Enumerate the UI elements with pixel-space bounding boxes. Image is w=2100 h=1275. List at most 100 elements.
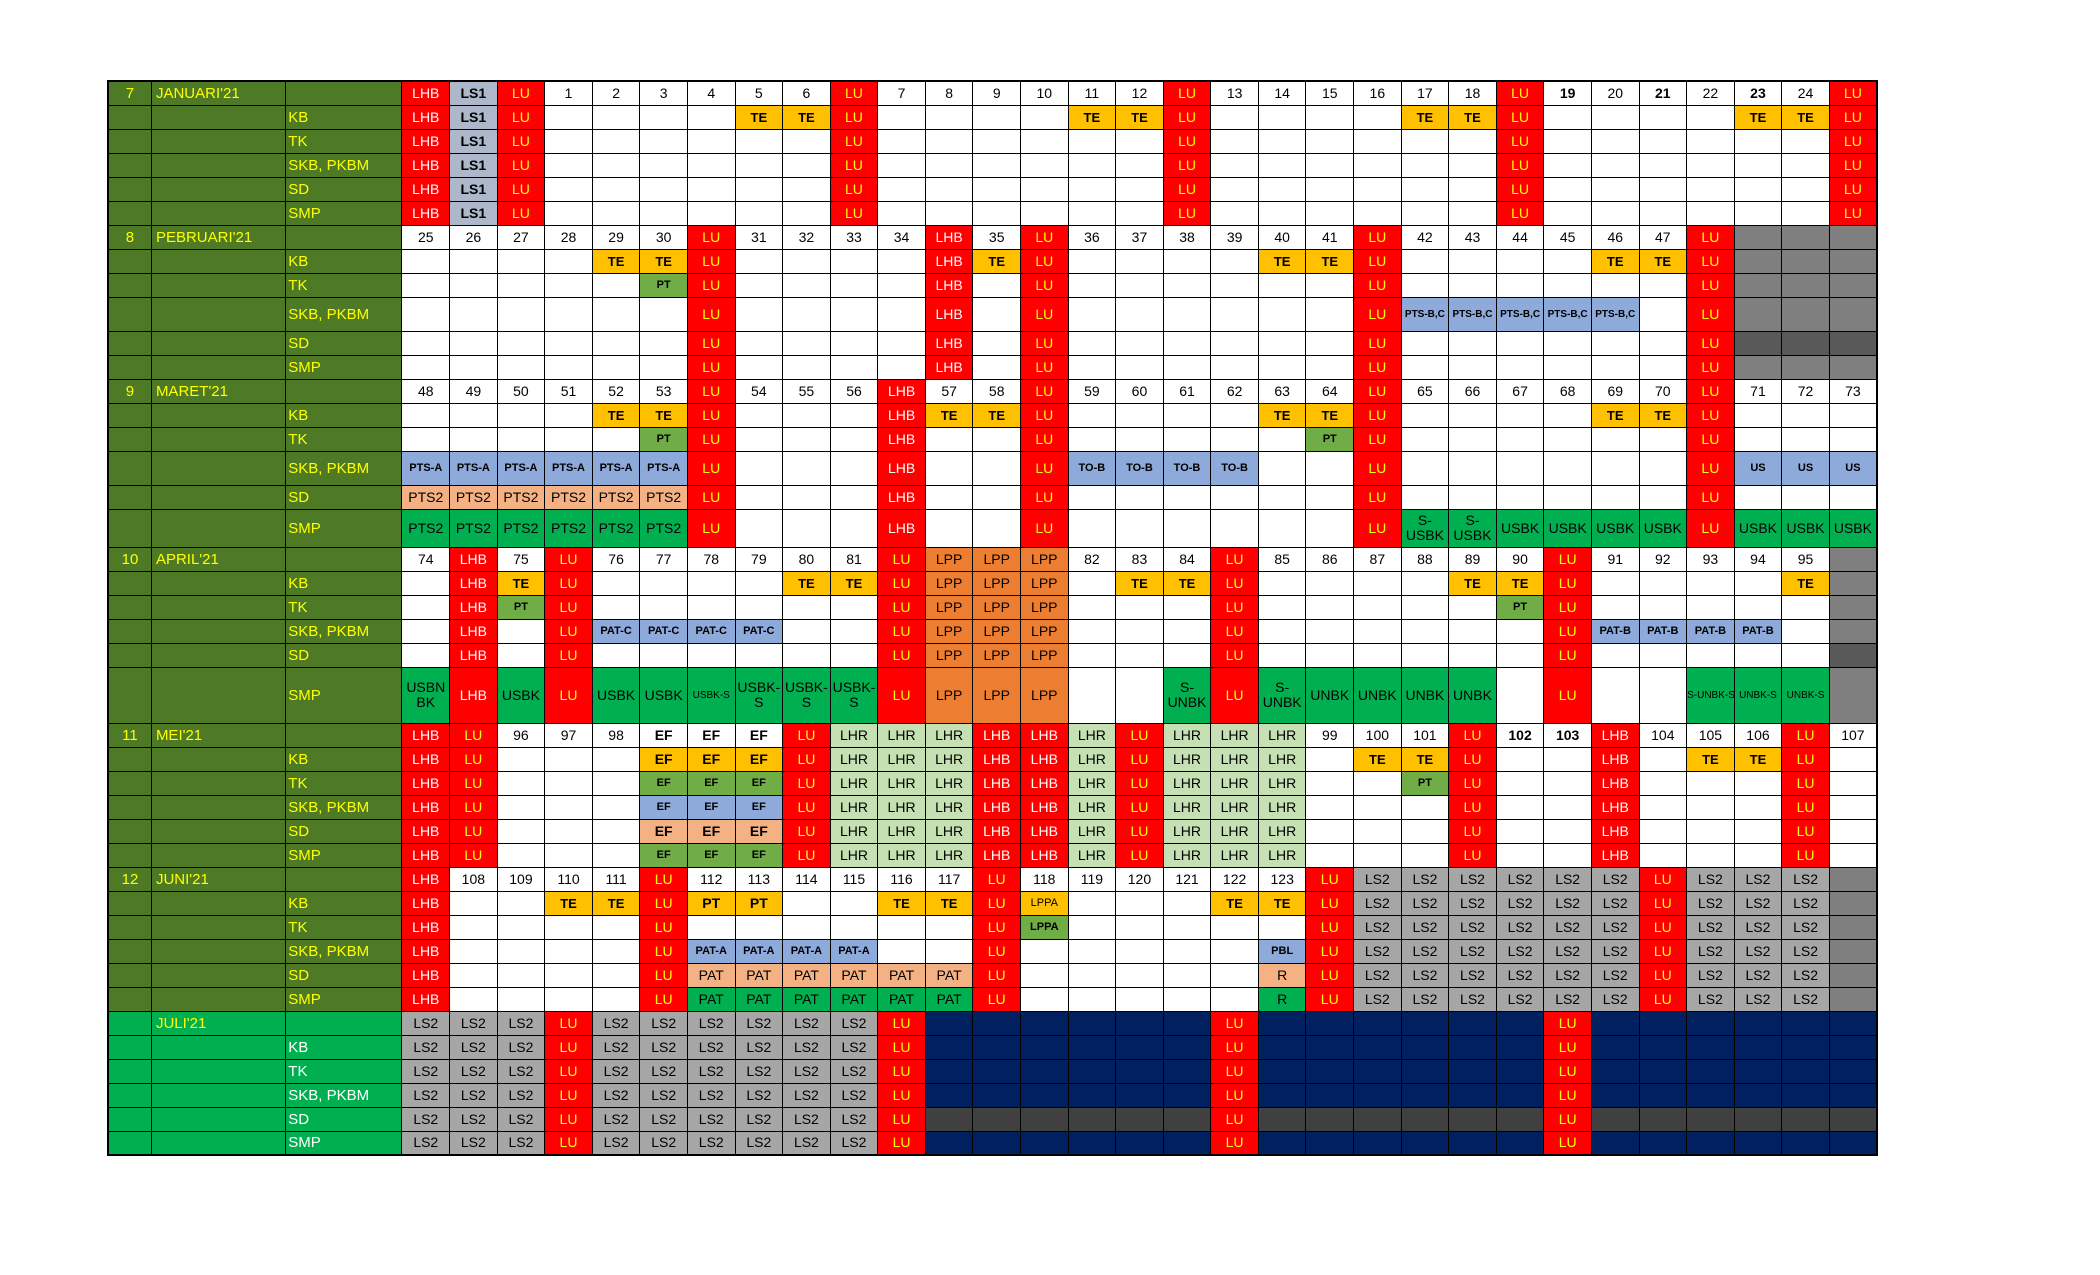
schedule-cell: LS2: [639, 1034, 688, 1060]
schedule-cell: LHB: [401, 962, 451, 988]
month-number: [107, 842, 152, 868]
schedule-cell: [1495, 770, 1545, 796]
schedule-cell: LHR: [1162, 842, 1212, 868]
day-cell: 31: [734, 224, 784, 250]
schedule-cell: [1543, 402, 1592, 428]
day-cell: 14: [1257, 80, 1307, 106]
schedule-cell: [1257, 296, 1307, 332]
day-cell: 84: [1162, 546, 1212, 572]
schedule-cell: [782, 354, 831, 380]
schedule-cell: [1115, 1034, 1164, 1060]
schedule-cell: [496, 354, 546, 380]
schedule-cell: [1828, 354, 1878, 380]
day-cell: [924, 1010, 974, 1036]
schedule-cell: [1353, 570, 1402, 596]
schedule-cell: [1495, 450, 1545, 486]
schedule-cell: [544, 104, 593, 130]
schedule-cell: [1781, 1082, 1830, 1108]
month-name: [150, 618, 287, 644]
schedule-cell: [829, 354, 879, 380]
schedule-cell: LS2: [1686, 890, 1735, 916]
schedule-cell: [1828, 402, 1878, 428]
schedule-cell: LS2: [1448, 890, 1497, 916]
schedule-cell: [1495, 642, 1545, 668]
schedule-cell: [544, 986, 593, 1012]
schedule-cell: [1115, 508, 1164, 548]
schedule-cell: LU: [1781, 842, 1830, 868]
schedule-cell: LPP: [1020, 570, 1069, 596]
day-cell: 24: [1781, 80, 1830, 106]
schedule-cell: [1638, 770, 1688, 796]
schedule-cell: [544, 770, 593, 796]
schedule-cell: LHB: [1590, 794, 1640, 820]
schedule-cell: LHR: [877, 842, 926, 868]
schedule-cell: LHR: [924, 770, 974, 796]
schedule-cell: LU: [782, 770, 831, 796]
month-name: [150, 508, 287, 548]
schedule-cell: [1590, 354, 1640, 380]
level-row-skb-pkbm: SKB, PKBM PTS-A PTS-A PTS-A PTS-A PTS-A PTS-A L…: [107, 450, 1878, 486]
schedule-cell: LS2: [1495, 986, 1545, 1012]
schedule-cell: LU: [639, 962, 688, 988]
month-name: [150, 938, 287, 964]
schedule-cell: PTS2: [401, 508, 451, 548]
day-cell: 4: [686, 80, 736, 106]
day-cell: 82: [1067, 546, 1117, 572]
schedule-cell: [1638, 818, 1688, 844]
schedule-cell: [544, 962, 593, 988]
schedule-cell: LU: [877, 642, 926, 668]
schedule-cell: [734, 354, 784, 380]
schedule-cell: [1590, 1082, 1640, 1108]
schedule-cell: [782, 508, 831, 548]
schedule-cell: [686, 914, 736, 940]
schedule-cell: TE: [972, 402, 1021, 428]
schedule-cell: TE: [1495, 570, 1545, 596]
schedule-cell: LHR: [877, 818, 926, 844]
schedule-cell: LU: [1543, 594, 1592, 620]
schedule-cell: USBK: [639, 666, 688, 724]
schedule-cell: LU: [877, 570, 926, 596]
schedule-cell: [734, 330, 784, 356]
schedule-cell: [1590, 152, 1640, 178]
schedule-cell: LU: [1210, 1130, 1259, 1156]
schedule-cell: [1067, 508, 1117, 548]
day-cell: 109: [496, 866, 546, 892]
schedule-cell: PTS2: [449, 508, 498, 548]
month-name: [150, 1034, 287, 1060]
schedule-cell: [1305, 746, 1355, 772]
day-cell: 1: [544, 80, 593, 106]
schedule-cell: [877, 104, 926, 130]
schedule-cell: LU: [1353, 450, 1402, 486]
schedule-cell: [686, 152, 736, 178]
month-name: MEI'21: [150, 722, 287, 748]
schedule-cell: LHB: [401, 176, 451, 202]
level-row-tk: TK PT LU LHB LU PT LU LU: [107, 426, 1878, 452]
day-cell: LS2: [1400, 866, 1450, 892]
schedule-cell: [1020, 938, 1069, 964]
schedule-cell: LU: [686, 484, 736, 510]
schedule-cell: LHR: [1162, 770, 1212, 796]
schedule-cell: LS2: [686, 1034, 736, 1060]
month-number: [107, 1010, 152, 1036]
schedule-cell: TE: [1305, 402, 1355, 428]
schedule-cell: LU: [1353, 272, 1402, 298]
schedule-cell: USBN BK: [401, 666, 451, 724]
schedule-cell: [1543, 330, 1592, 356]
schedule-cell: [1353, 1106, 1402, 1132]
schedule-cell: [496, 938, 546, 964]
month-name: [150, 426, 287, 452]
month-row-apr: 10 APRIL'21 74 LHB 75 LU 76 77 78 79 80 81 LU LPP LPP L…: [107, 546, 1878, 572]
schedule-cell: [1067, 570, 1117, 596]
schedule-cell: [1543, 176, 1592, 202]
schedule-cell: [1257, 152, 1307, 178]
schedule-cell: LU: [972, 938, 1021, 964]
day-cell: 100: [1353, 722, 1402, 748]
schedule-cell: [1448, 272, 1497, 298]
schedule-cell: LHB: [401, 842, 451, 868]
schedule-cell: [1733, 1034, 1783, 1060]
schedule-cell: [401, 594, 451, 620]
schedule-cell: LU: [544, 594, 593, 620]
schedule-cell: [1305, 1034, 1355, 1060]
schedule-cell: PTS-B,C: [1400, 296, 1450, 332]
schedule-cell: [1067, 200, 1117, 226]
